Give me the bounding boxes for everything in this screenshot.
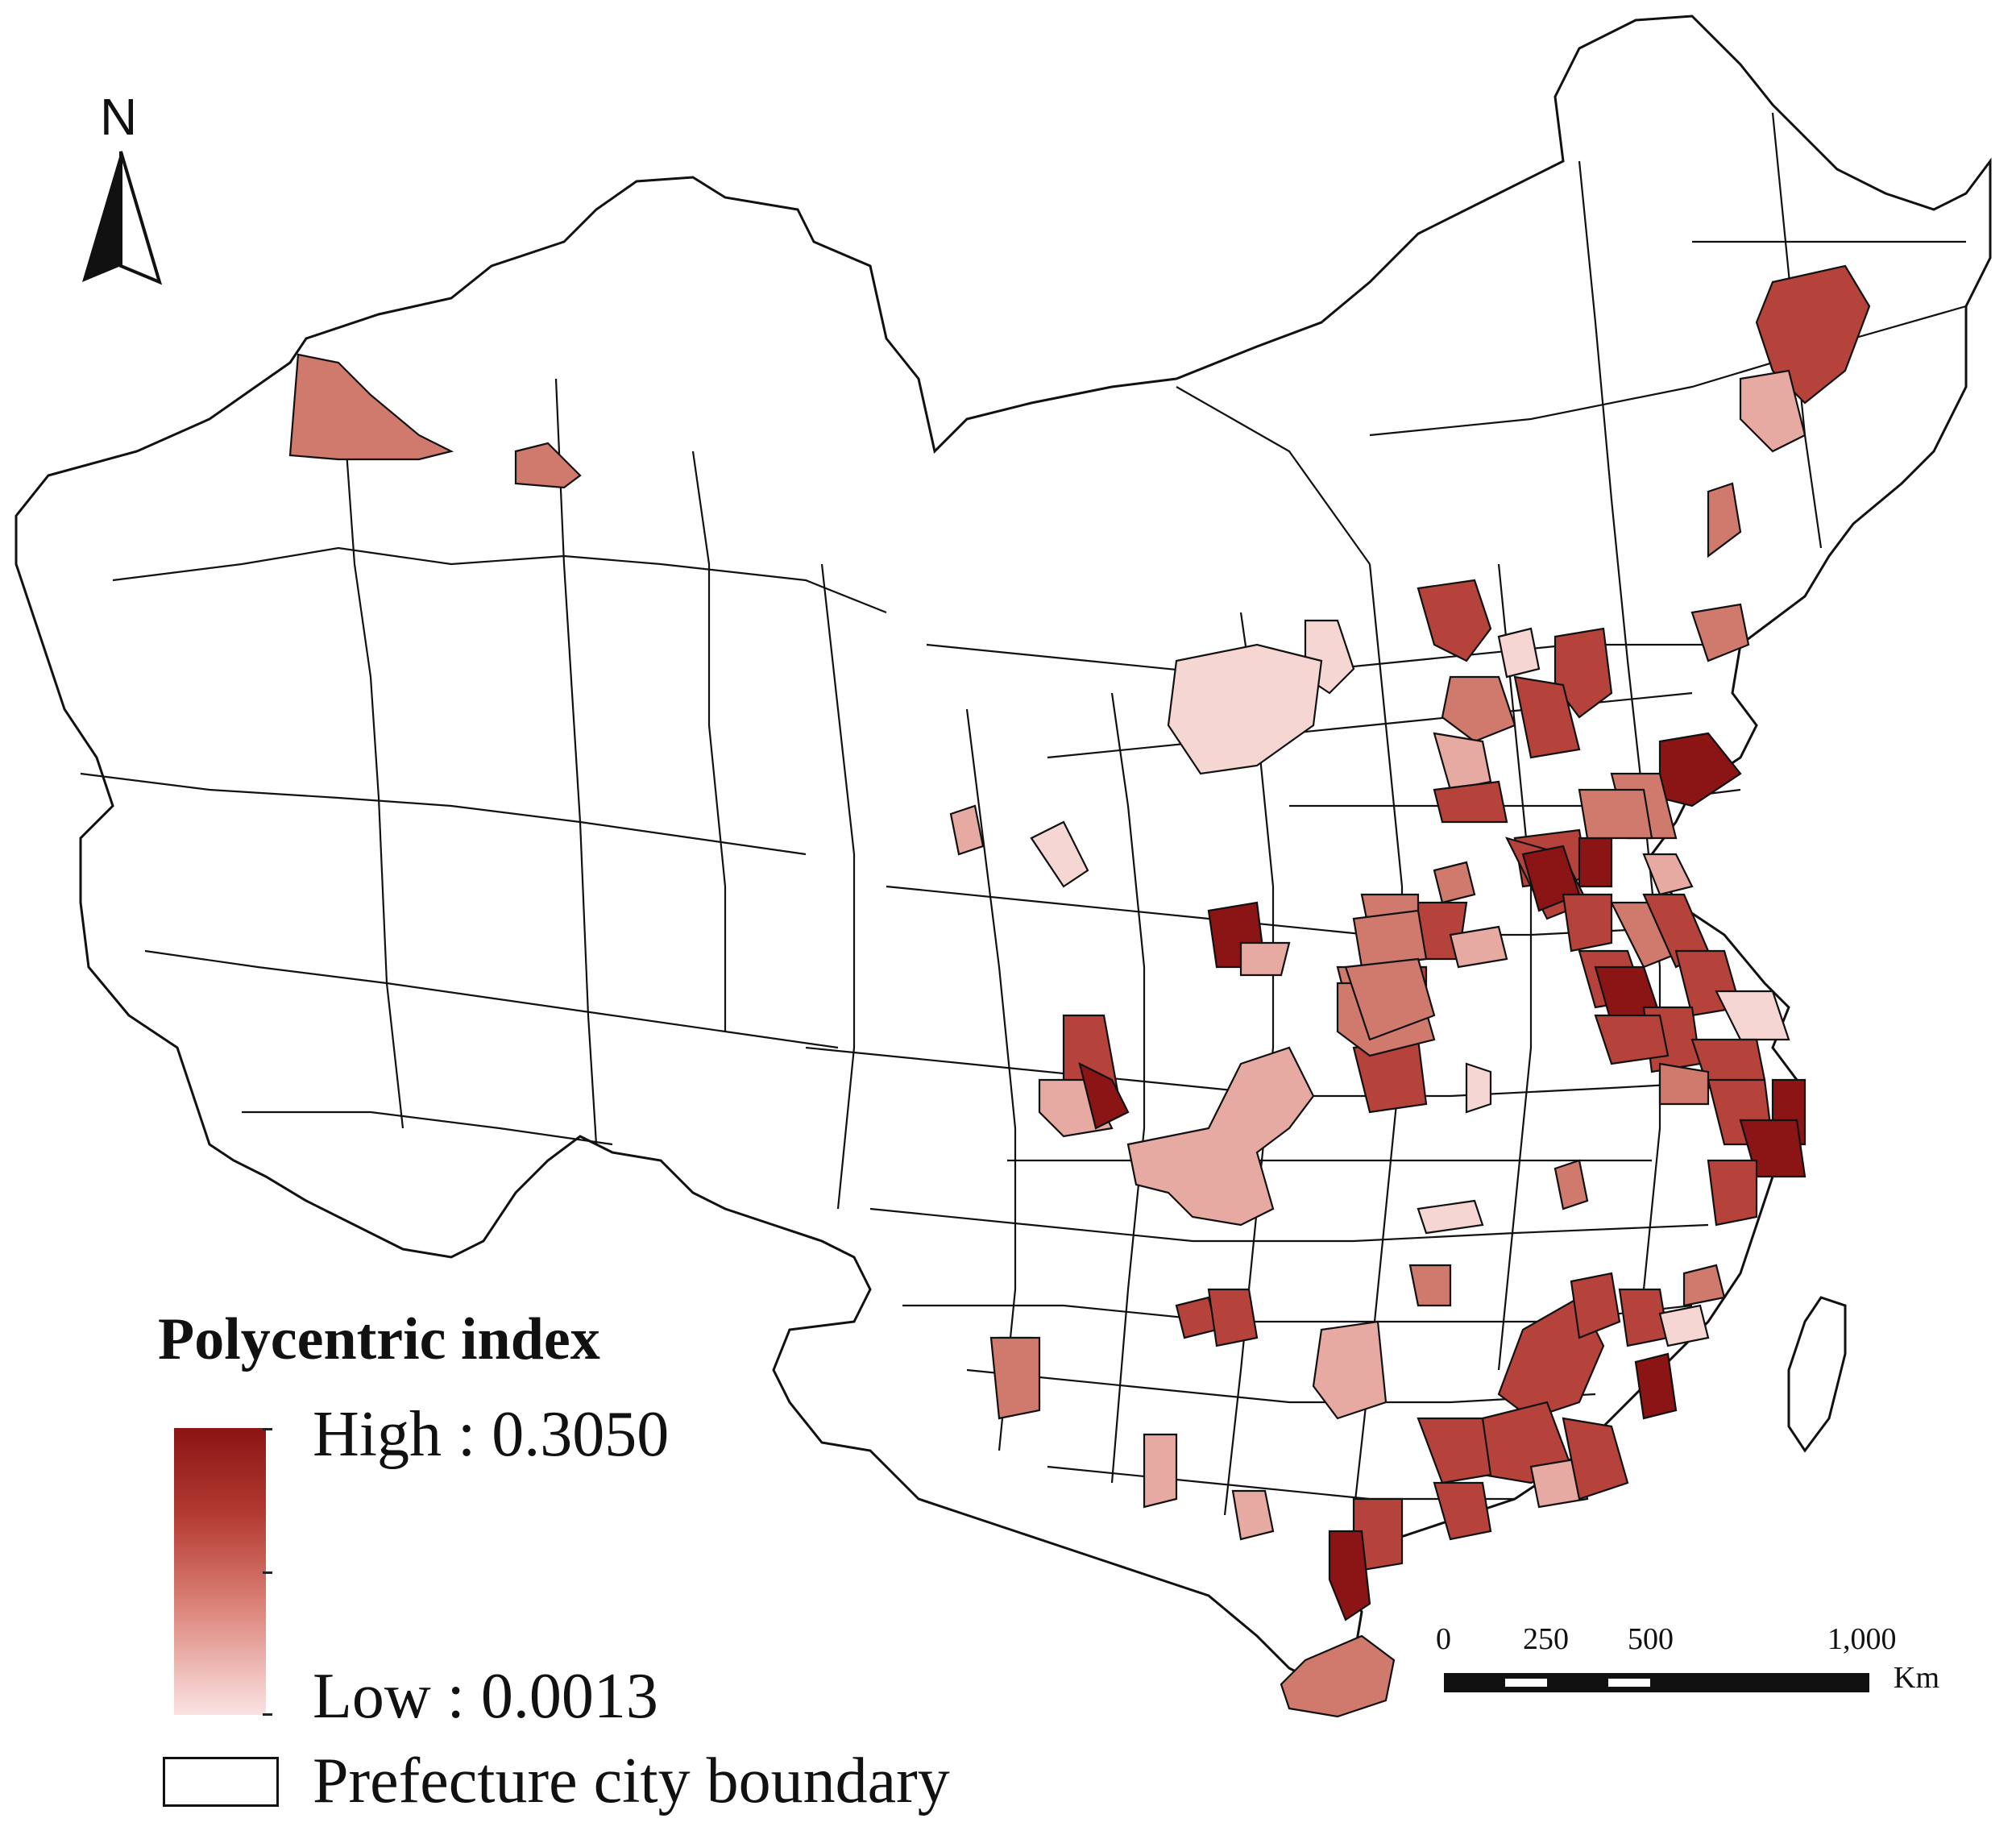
prefecture-shaded	[989, 1336, 1041, 1420]
prefecture-shaded	[1497, 627, 1541, 679]
prefecture-shaded	[1465, 1062, 1492, 1114]
prefecture-shaded	[1417, 1417, 1492, 1484]
prefecture-shaded	[1755, 264, 1871, 405]
high-index-prefectures	[288, 264, 1871, 1718]
prefecture-shaded	[1553, 627, 1613, 719]
prefecture-shaded	[1433, 732, 1492, 791]
prefecture-shaded	[1642, 853, 1694, 896]
prefecture-shaded	[514, 442, 582, 489]
prefecture-shaded	[1167, 643, 1323, 775]
prefecture-shaded	[1143, 1433, 1178, 1509]
prefecture-shaded	[1578, 788, 1653, 840]
prefecture-shaded	[1433, 780, 1508, 824]
legend-low-label: Low : 0.0013	[313, 1661, 658, 1732]
prefecture-shaded	[1449, 925, 1508, 969]
prefecture-shaded	[1328, 1530, 1371, 1621]
legend-gradient-bar	[174, 1428, 266, 1715]
prefecture-shaded	[1570, 1272, 1621, 1339]
prefecture-shaded	[1707, 482, 1742, 558]
legend-gradient-tick	[263, 1428, 272, 1430]
scale-tick-label: 500	[1628, 1622, 1674, 1656]
legend-gradient-tick	[263, 1713, 272, 1716]
prefecture-shaded	[1513, 675, 1581, 759]
scale-unit-label: Km	[1894, 1661, 1939, 1695]
legend-boundary-label: Prefecture city boundary	[313, 1746, 950, 1816]
prefecture-shaded	[1553, 1159, 1589, 1210]
prefecture-shaded	[1231, 1489, 1275, 1541]
scale-tick-label: 250	[1523, 1622, 1569, 1656]
legend-gradient-tick	[263, 1571, 272, 1574]
prefecture-shaded	[1707, 1159, 1758, 1227]
prefecture-shaded	[1408, 1264, 1452, 1307]
prefecture-shaded	[1352, 909, 1428, 969]
prefecture-shaded	[1433, 1481, 1492, 1541]
prefecture-shaded	[1344, 957, 1436, 1041]
prefecture-shaded	[1280, 1634, 1396, 1718]
legend-high-label: High : 0.3050	[313, 1399, 670, 1470]
prefecture-shaded	[1634, 1352, 1678, 1420]
prefecture-shaded	[1562, 893, 1613, 953]
prefecture-shaded	[1690, 603, 1750, 662]
prefecture-shaded	[1030, 820, 1089, 888]
prefecture-shaded	[1594, 1014, 1670, 1065]
prefecture-shaded	[1126, 1046, 1315, 1227]
north-arrow-icon	[82, 151, 163, 285]
prefecture-shaded	[1441, 675, 1516, 743]
prefecture-shaded	[1207, 1288, 1259, 1347]
prefecture-shaded	[1433, 861, 1476, 904]
china-outline	[15, 15, 1992, 1686]
prefecture-shaded	[1658, 1062, 1710, 1106]
legend-title: Polycentric index	[158, 1306, 600, 1372]
north-arrow-label: N	[100, 88, 138, 146]
scale-bar	[1444, 1673, 1869, 1692]
prefecture-shaded	[1078, 1061, 1130, 1130]
taiwan-outline	[1787, 1296, 1847, 1453]
legend-boundary-swatch	[163, 1757, 279, 1807]
prefecture-shaded	[1417, 1199, 1484, 1235]
scale-tick-label: 0	[1436, 1622, 1451, 1656]
prefecture-shaded	[1682, 1264, 1726, 1307]
prefecture-shaded	[1715, 990, 1790, 1041]
prefecture-shaded	[1562, 1417, 1629, 1501]
prefecture-shaded	[1658, 1304, 1710, 1347]
prefecture-shaded	[288, 353, 454, 461]
prefecture-shaded	[949, 804, 985, 856]
prefecture-shaded	[1417, 579, 1492, 662]
prefecture-shaded	[1739, 369, 1807, 453]
scale-tick-label: 1,000	[1827, 1622, 1897, 1656]
prefecture-shaded	[1239, 941, 1291, 977]
prefecture-shaded	[1312, 1320, 1388, 1420]
prefecture-shaded	[1578, 837, 1613, 888]
